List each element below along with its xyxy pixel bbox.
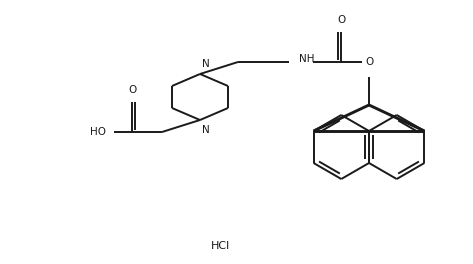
Text: O: O [365,57,373,67]
Text: HCl: HCl [210,241,229,251]
Text: N: N [202,59,210,69]
Text: NH: NH [299,54,315,64]
Text: O: O [337,15,345,25]
Text: N: N [202,125,210,135]
Text: O: O [128,85,136,95]
Text: HO: HO [90,127,106,137]
